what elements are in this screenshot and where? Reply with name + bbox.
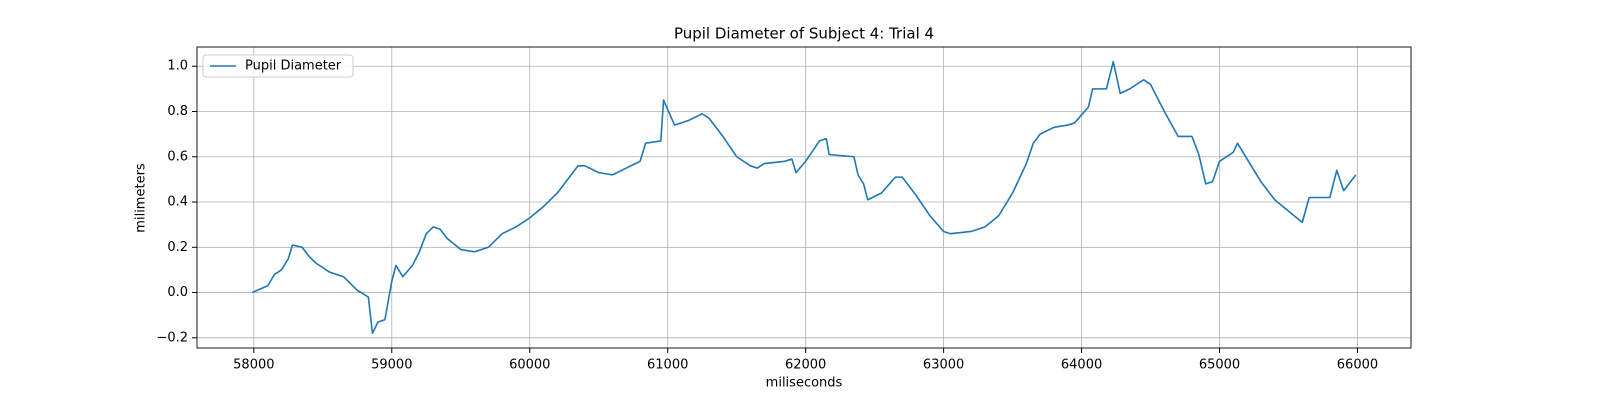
x-tick-label: 59000 (371, 358, 412, 373)
y-tick-label: 0.4 (167, 195, 188, 210)
x-tick-label: 65000 (1199, 358, 1240, 373)
chart-title: Pupil Diameter of Subject 4: Trial 4 (674, 25, 934, 43)
y-tick-label: 0.6 (167, 149, 188, 164)
x-tick-label: 62000 (785, 358, 826, 373)
x-tick-label: 66000 (1337, 358, 1378, 373)
x-axis-label: miliseconds (766, 376, 843, 391)
y-tick-label: −0.2 (156, 330, 188, 345)
x-tick-label: 58000 (233, 358, 274, 373)
y-axis-label: milimeters (134, 163, 149, 233)
plot-frame (196, 46, 1412, 349)
x-tick-label: 60000 (509, 358, 550, 373)
y-tick-label: 0.2 (167, 240, 188, 255)
x-tick-label: 63000 (923, 358, 964, 373)
data-line (251, 60, 1357, 335)
legend-box (202, 54, 354, 78)
y-tick-label: 0.0 (167, 285, 188, 300)
y-tick-label: 0.8 (167, 104, 188, 119)
x-tick-label: 64000 (1061, 358, 1102, 373)
x-tick-label: 61000 (647, 358, 688, 373)
legend-label: Pupil Diameter (245, 59, 342, 74)
y-tick-label: 1.0 (167, 59, 188, 74)
